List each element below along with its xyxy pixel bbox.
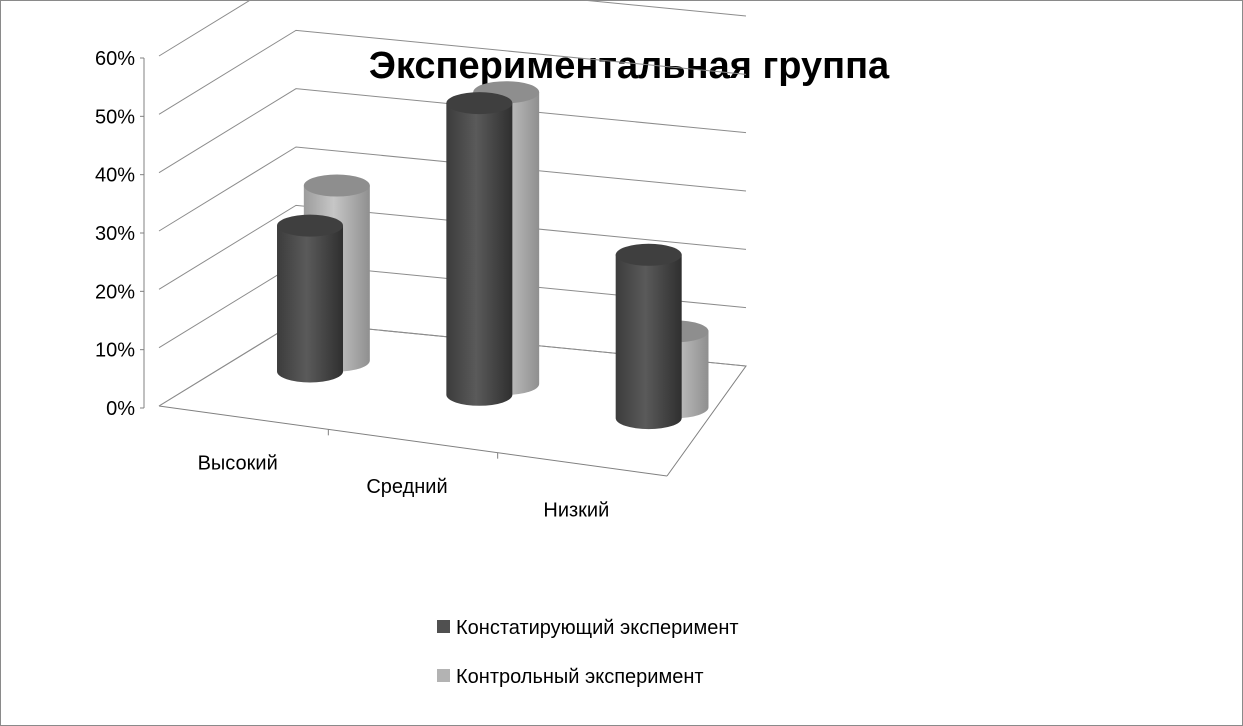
y-axis-ticks: 0% 10% 20% 30% 40% 50% 60% [95, 48, 144, 420]
bar-0-1 [446, 92, 513, 406]
bar-body [615, 254, 682, 430]
gridline [158, 88, 747, 174]
y-tick-label: 50% [95, 106, 135, 128]
y-tick-label: 0% [106, 398, 135, 420]
bar-top [446, 92, 513, 115]
bars [277, 81, 709, 430]
legend-label-series-0: Констатирующий эксперимент [456, 617, 739, 639]
gridline [158, 146, 747, 232]
bar-body [277, 225, 344, 383]
gridline [158, 0, 747, 57]
chart-title: Экспериментальная группа [369, 45, 890, 87]
legend-label-series-1: Контрольный эксперимент [456, 666, 704, 688]
legend: Констатирующий эксперимент Контрольный э… [437, 617, 739, 688]
y-tick-label: 10% [95, 340, 135, 362]
bar-0-0 [277, 214, 344, 383]
gridline [158, 204, 747, 290]
bar-top [615, 243, 682, 266]
x-axis: Высокий Средний Низкий [198, 429, 609, 521]
x-tick-label: Средний [366, 476, 447, 498]
y-tick-label: 40% [95, 165, 135, 187]
x-tick-label: Низкий [543, 499, 609, 521]
bar-top [303, 174, 370, 197]
gridline [158, 29, 747, 115]
legend-swatch-series-1 [437, 669, 450, 682]
legend-swatch-series-0 [437, 620, 450, 633]
bar-top [277, 214, 344, 237]
y-tick-label: 60% [95, 48, 135, 70]
y-tick-label: 20% [95, 281, 135, 303]
bar-body [446, 103, 513, 406]
bar-0-2 [615, 243, 682, 430]
y-tick-label: 30% [95, 223, 135, 245]
x-axis-line [158, 405, 668, 477]
x-tick-label: Высокий [198, 453, 278, 475]
